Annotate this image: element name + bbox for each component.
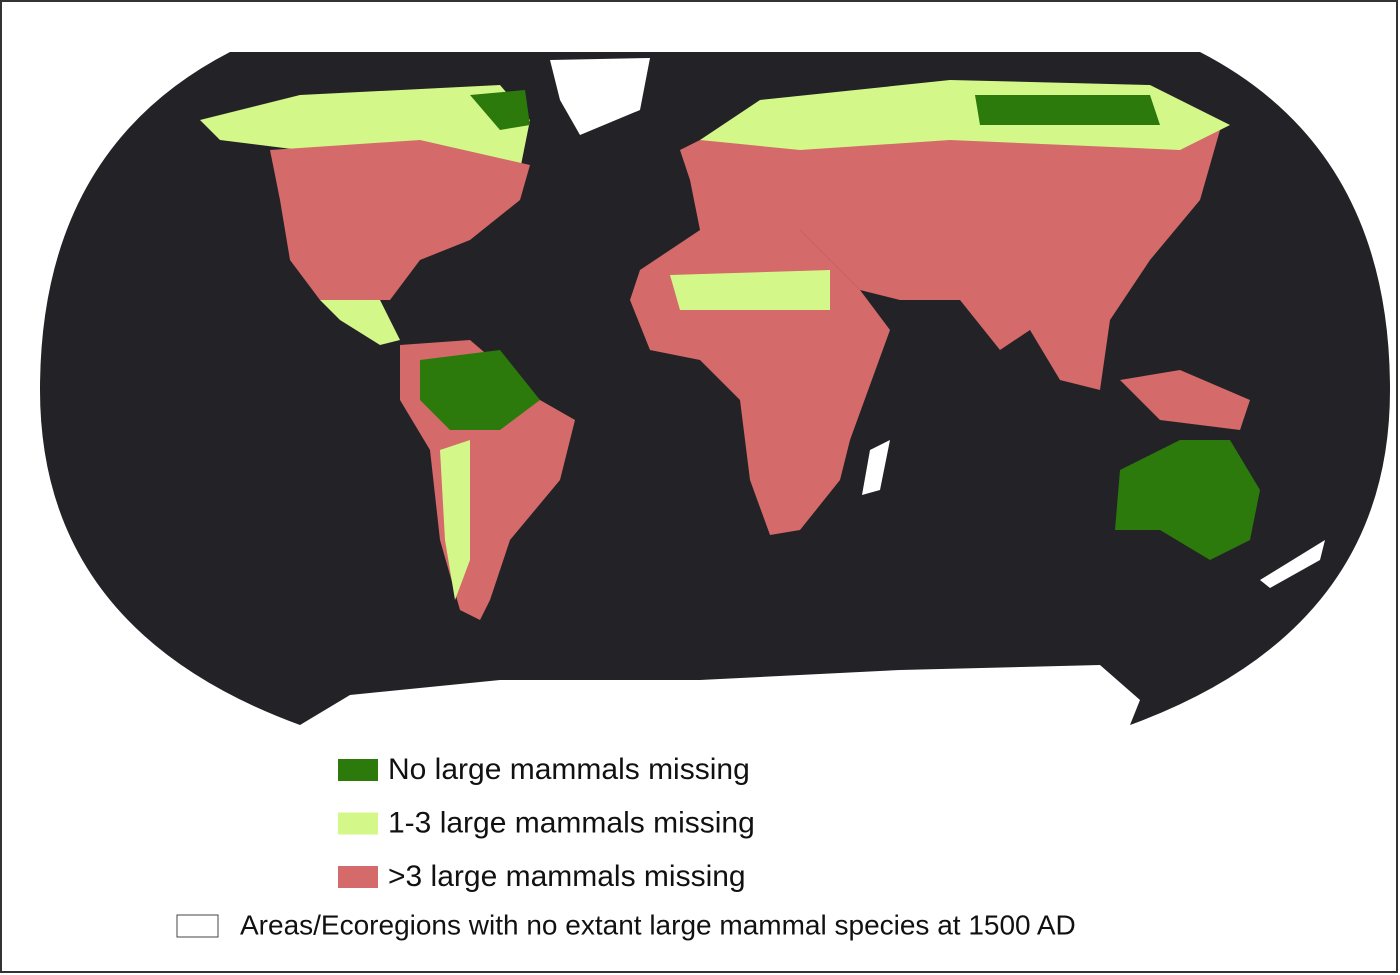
legend-swatch	[338, 759, 378, 781]
legend-swatch	[338, 866, 378, 888]
land	[1115, 440, 1260, 560]
land	[320, 300, 400, 345]
legend: No large mammals missing 1-3 large mammal…	[176, 753, 1076, 940]
land	[470, 90, 530, 130]
legend-swatch	[338, 812, 378, 835]
world-map	[40, 52, 1390, 725]
land	[440, 440, 470, 600]
land	[670, 270, 830, 310]
legend-label: >3 large mammals missing	[388, 860, 746, 893]
legend-label: Areas/Ecoregions with no extant large ma…	[240, 909, 1076, 940]
antarctica	[300, 665, 1140, 725]
greenland	[550, 58, 650, 135]
land	[975, 95, 1160, 125]
land	[1120, 370, 1250, 430]
legend-swatch	[176, 914, 219, 938]
legend-label: No large mammals missing	[388, 753, 750, 786]
land	[420, 350, 540, 430]
new-zealand	[1260, 540, 1325, 588]
madagascar	[862, 440, 890, 495]
legend-label: 1-3 large mammals missing	[388, 806, 755, 839]
land	[680, 90, 1220, 390]
land	[270, 140, 530, 300]
